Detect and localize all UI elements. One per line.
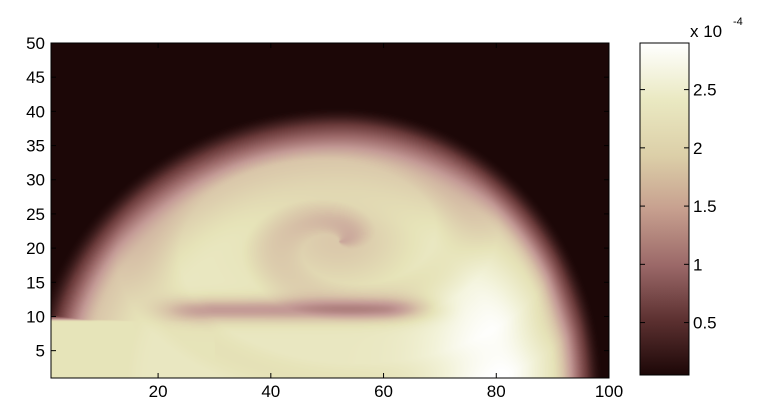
y-tick-label: 30: [26, 171, 45, 190]
x-tick-label: 100: [595, 382, 623, 398]
y-tick-label: 25: [26, 205, 45, 224]
x-tick-label: 20: [149, 382, 168, 398]
y-tick-label: 50: [26, 34, 45, 53]
y-tick-label: 40: [26, 102, 45, 121]
colorbar-scale-label: x 10: [690, 22, 722, 41]
colorbar-tick-label: 1: [693, 255, 702, 274]
colorbar-tick-label: 0.5: [693, 314, 717, 333]
colorbar-tick-label: 1.5: [693, 197, 717, 216]
colorbar-tick-label: 2: [693, 139, 702, 158]
y-tick-label: 15: [26, 273, 45, 292]
colorbar-gradient: [639, 42, 690, 376]
colorbar-tick-label: 2.5: [693, 81, 717, 100]
plot-frame: [50, 42, 610, 379]
colorbar-scale-exponent: -4: [733, 16, 743, 28]
colorbar: 0.5 1 1.5 2 2.5 x 10 -4: [639, 16, 743, 376]
x-tick-label: 40: [261, 382, 280, 398]
colorbar-ticks: 0.5 1 1.5 2 2.5: [640, 81, 717, 333]
y-axis-ticks: 5 10 15 20 25 30 35 40 45 50: [26, 34, 609, 361]
x-axis-ticks: 20 40 60 80 100: [149, 43, 623, 398]
heatmap-canvas: [51, 43, 609, 378]
y-tick-label: 20: [26, 239, 45, 258]
x-tick-label: 60: [374, 382, 393, 398]
y-tick-label: 10: [26, 307, 45, 326]
y-tick-label: 5: [36, 342, 45, 361]
x-tick-label: 80: [487, 382, 506, 398]
y-tick-label: 35: [26, 137, 45, 156]
plot-area: [50, 42, 610, 379]
y-tick-label: 45: [26, 68, 45, 87]
